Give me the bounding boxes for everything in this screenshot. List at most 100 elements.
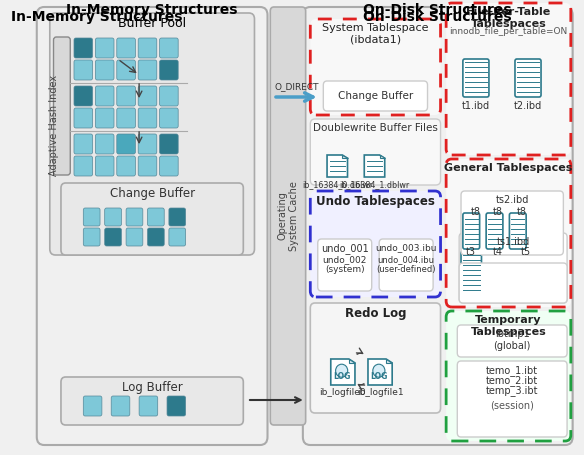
FancyBboxPatch shape: [310, 303, 440, 413]
FancyBboxPatch shape: [318, 239, 371, 291]
Text: On-Disk Structures: On-Disk Structures: [363, 3, 512, 17]
FancyBboxPatch shape: [95, 108, 114, 128]
Text: t1.ibd: t1.ibd: [462, 101, 490, 111]
FancyBboxPatch shape: [159, 60, 178, 80]
Text: undo_002
(system): undo_002 (system): [322, 255, 367, 274]
FancyBboxPatch shape: [117, 38, 135, 58]
Text: LOG: LOG: [370, 372, 388, 381]
Text: ib_logfile0: ib_logfile0: [319, 388, 366, 397]
FancyBboxPatch shape: [95, 60, 114, 80]
Text: ibtmp1
(global): ibtmp1 (global): [493, 329, 531, 351]
Text: Change Buffer: Change Buffer: [338, 91, 413, 101]
FancyBboxPatch shape: [117, 156, 135, 176]
FancyBboxPatch shape: [95, 86, 114, 106]
FancyBboxPatch shape: [84, 396, 102, 416]
FancyBboxPatch shape: [54, 37, 70, 175]
FancyBboxPatch shape: [95, 38, 114, 58]
Text: t8: t8: [516, 207, 527, 217]
Text: t8: t8: [493, 207, 503, 217]
FancyBboxPatch shape: [461, 191, 564, 255]
FancyBboxPatch shape: [457, 361, 567, 437]
Text: Change Buffer: Change Buffer: [110, 187, 194, 200]
FancyBboxPatch shape: [159, 38, 178, 58]
Text: t4: t4: [493, 247, 503, 257]
Text: Buffer Pool: Buffer Pool: [118, 17, 186, 30]
Text: File-Per-Table
Tablespaces: File-Per-Table Tablespaces: [467, 7, 551, 29]
FancyBboxPatch shape: [61, 183, 244, 255]
FancyBboxPatch shape: [117, 86, 135, 106]
FancyBboxPatch shape: [509, 213, 526, 249]
Text: General Tablespaces: General Tablespaces: [444, 163, 573, 173]
FancyBboxPatch shape: [74, 60, 93, 80]
Text: ib_16384_1.dblwr: ib_16384_1.dblwr: [339, 180, 409, 189]
Text: System Tablespace
(ibdata1): System Tablespace (ibdata1): [322, 23, 429, 45]
FancyBboxPatch shape: [159, 108, 178, 128]
FancyBboxPatch shape: [270, 7, 305, 425]
Circle shape: [336, 364, 347, 377]
FancyBboxPatch shape: [61, 377, 244, 425]
Text: Adaptive Hash Index: Adaptive Hash Index: [48, 75, 58, 176]
Text: t3: t3: [465, 247, 475, 257]
FancyBboxPatch shape: [74, 134, 93, 154]
Text: Log Buffer: Log Buffer: [121, 381, 183, 394]
FancyBboxPatch shape: [169, 208, 186, 226]
Text: Redo Log: Redo Log: [345, 307, 406, 320]
FancyBboxPatch shape: [138, 60, 157, 80]
FancyBboxPatch shape: [486, 213, 503, 249]
FancyBboxPatch shape: [37, 7, 267, 445]
Polygon shape: [386, 359, 392, 363]
Text: On-Disk Structures: On-Disk Structures: [363, 10, 512, 24]
FancyBboxPatch shape: [310, 19, 440, 115]
FancyBboxPatch shape: [167, 396, 186, 416]
FancyBboxPatch shape: [463, 213, 479, 249]
Text: In-Memory Structures: In-Memory Structures: [67, 3, 238, 17]
Text: temp_3.ibt: temp_3.ibt: [486, 385, 538, 396]
FancyBboxPatch shape: [95, 134, 114, 154]
FancyBboxPatch shape: [159, 156, 178, 176]
Text: t2.ibd: t2.ibd: [514, 101, 542, 111]
FancyBboxPatch shape: [95, 156, 114, 176]
FancyBboxPatch shape: [105, 228, 121, 246]
FancyBboxPatch shape: [138, 108, 157, 128]
FancyBboxPatch shape: [138, 86, 157, 106]
Text: t5: t5: [521, 247, 531, 257]
Polygon shape: [327, 155, 347, 177]
Text: undo_003.ibu: undo_003.ibu: [376, 243, 437, 252]
FancyBboxPatch shape: [463, 59, 489, 97]
FancyBboxPatch shape: [457, 325, 567, 357]
FancyBboxPatch shape: [379, 239, 433, 291]
FancyBboxPatch shape: [105, 208, 121, 226]
FancyBboxPatch shape: [459, 263, 567, 303]
FancyBboxPatch shape: [126, 208, 143, 226]
Text: O_DIRECT: O_DIRECT: [274, 82, 319, 91]
FancyBboxPatch shape: [138, 156, 157, 176]
FancyBboxPatch shape: [324, 81, 427, 111]
Polygon shape: [331, 359, 355, 385]
Text: ib_logfile1: ib_logfile1: [357, 388, 404, 397]
FancyBboxPatch shape: [461, 251, 481, 295]
FancyBboxPatch shape: [310, 191, 440, 297]
FancyBboxPatch shape: [111, 396, 130, 416]
FancyBboxPatch shape: [303, 7, 573, 445]
FancyBboxPatch shape: [50, 13, 255, 255]
FancyBboxPatch shape: [117, 108, 135, 128]
Text: undo_001: undo_001: [321, 243, 369, 254]
FancyBboxPatch shape: [117, 60, 135, 80]
FancyBboxPatch shape: [459, 233, 567, 303]
FancyBboxPatch shape: [74, 38, 93, 58]
FancyBboxPatch shape: [446, 3, 571, 155]
Text: LOG: LOG: [333, 372, 350, 381]
Text: ts2.ibd: ts2.ibd: [495, 195, 529, 205]
Text: (session): (session): [490, 400, 534, 410]
Text: temo_2.ibt: temo_2.ibt: [486, 375, 538, 386]
Text: innodb_file_per_table=ON: innodb_file_per_table=ON: [449, 27, 568, 36]
FancyBboxPatch shape: [446, 159, 571, 307]
FancyBboxPatch shape: [74, 156, 93, 176]
FancyBboxPatch shape: [74, 86, 93, 106]
Text: ib_16384_0.dblwr: ib_16384_0.dblwr: [302, 180, 373, 189]
Text: Undo Tablespaces: Undo Tablespaces: [316, 195, 435, 208]
Text: t8: t8: [471, 207, 481, 217]
FancyBboxPatch shape: [126, 228, 143, 246]
FancyBboxPatch shape: [148, 208, 164, 226]
FancyBboxPatch shape: [515, 59, 541, 97]
